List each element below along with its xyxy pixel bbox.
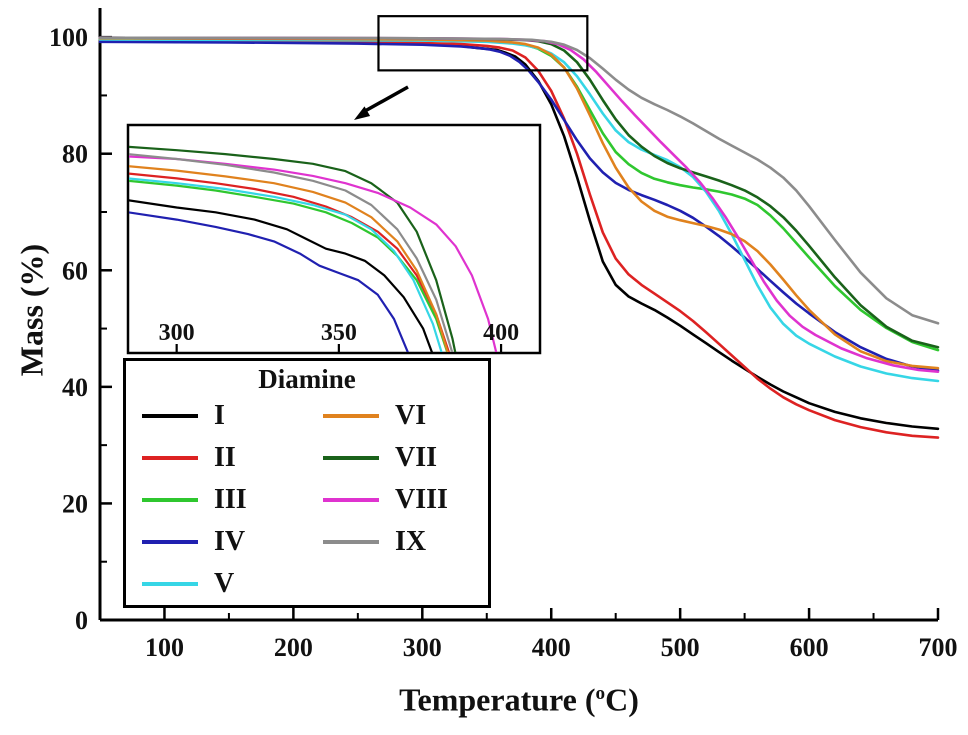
inset-curve-VII xyxy=(129,145,457,352)
svg-text:300: 300 xyxy=(159,320,195,346)
svg-text:200: 200 xyxy=(274,633,313,662)
legend-swatch-VIII xyxy=(323,498,379,502)
legend-label-IV: IV xyxy=(214,526,246,557)
curve-II xyxy=(98,38,940,439)
legend-item-I: I xyxy=(126,395,307,437)
legend-columns: I II III IV V xyxy=(126,395,488,605)
legend-item-IV: IV xyxy=(126,521,307,563)
curve-IV xyxy=(98,40,940,372)
inset-curve-IV xyxy=(129,211,409,352)
legend-label-VI: VI xyxy=(395,400,427,431)
legend-label-I: I xyxy=(214,400,225,431)
curve-IX xyxy=(98,36,940,325)
svg-text:700: 700 xyxy=(919,633,958,662)
legend-item-V: V xyxy=(126,563,307,605)
curve-VI xyxy=(98,36,940,370)
svg-text:400: 400 xyxy=(483,320,519,346)
legend-swatch-VI xyxy=(323,414,379,418)
legend-item-IX: IX xyxy=(307,521,488,563)
legend-label-II: II xyxy=(214,442,236,473)
legend: Diamine I II III IV xyxy=(123,358,491,608)
svg-text:60: 60 xyxy=(62,256,88,285)
legend-item-III: III xyxy=(126,479,307,521)
svg-text:400: 400 xyxy=(532,633,571,662)
svg-text:500: 500 xyxy=(661,633,700,662)
legend-item-II: II xyxy=(126,437,307,479)
inset-curve-VI xyxy=(129,165,449,352)
svg-text:100: 100 xyxy=(145,633,184,662)
legend-swatch-IX xyxy=(323,540,379,544)
inset-box xyxy=(126,123,542,355)
legend-column-1: I II III IV V xyxy=(126,395,307,605)
inset-curves xyxy=(129,145,498,352)
inset-curve-IX xyxy=(129,153,454,352)
y-axis-title: Mass (%) xyxy=(13,243,50,377)
svg-text:0: 0 xyxy=(75,606,88,635)
legend-label-VIII: VIII xyxy=(395,484,448,515)
svg-text:300: 300 xyxy=(403,633,442,662)
svg-text:100: 100 xyxy=(49,23,88,52)
svg-text:600: 600 xyxy=(790,633,829,662)
legend-label-V: V xyxy=(214,568,235,599)
inset-axis-ticks: 300 350 400 xyxy=(159,320,519,353)
legend-title: Diamine xyxy=(258,364,356,394)
axes: 100 200 300 400 500 600 700 0 20 40 60 80 100 xyxy=(49,8,958,662)
legend-swatch-V xyxy=(142,582,198,586)
inset-curve-III xyxy=(129,179,449,352)
svg-text:40: 40 xyxy=(62,373,88,402)
zoom-region-rect xyxy=(377,15,589,72)
svg-text:80: 80 xyxy=(62,140,88,169)
legend-label-IX: IX xyxy=(395,526,427,557)
degree-symbol: o xyxy=(595,682,606,704)
svg-text:350: 350 xyxy=(321,320,357,346)
svg-text:20: 20 xyxy=(62,489,88,518)
legend-label-VII: VII xyxy=(395,442,438,473)
x-axis-title-prefix: Temperature ( xyxy=(399,681,596,718)
legend-column-2: VI VII VIII IX xyxy=(307,395,488,605)
inset-curve-V xyxy=(129,177,443,352)
legend-swatch-III xyxy=(142,498,198,502)
legend-item-VII: VII xyxy=(307,437,488,479)
legend-swatch-IV xyxy=(142,540,198,544)
inset-curve-VIII xyxy=(129,155,498,352)
zoom-arrow xyxy=(354,85,409,120)
legend-swatch-I xyxy=(142,414,198,418)
inset-curve-I xyxy=(129,199,434,352)
legend-swatch-II xyxy=(142,456,198,460)
legend-label-III: III xyxy=(214,484,247,515)
legend-item-VI: VI xyxy=(307,395,488,437)
series-curves xyxy=(98,36,940,439)
legend-item-VIII: VIII xyxy=(307,479,488,521)
x-axis-title: Temperature (oC) xyxy=(399,682,639,719)
legend-swatch-VII xyxy=(323,456,379,460)
x-axis-title-suffix: C) xyxy=(605,681,639,718)
